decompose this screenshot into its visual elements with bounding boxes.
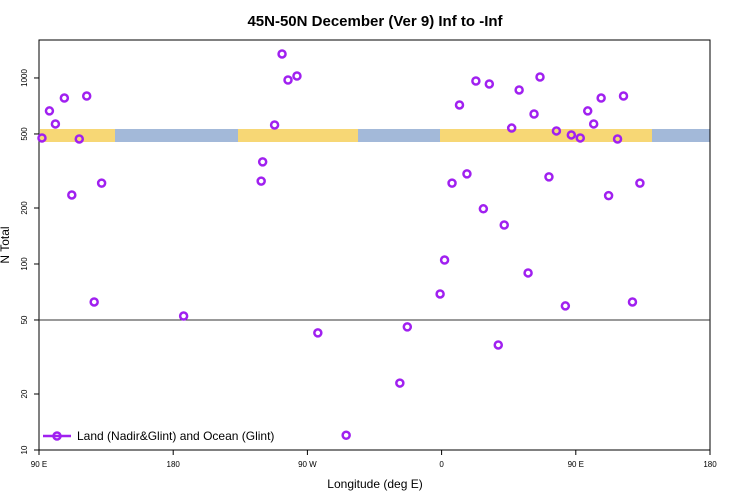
x-tick-label: 90 W [298,460,317,469]
point [566,130,577,140]
point [283,75,293,85]
chart-title: 45N-50N December (Ver 9) Inf to -Inf [247,13,503,30]
point [618,91,629,101]
point [544,172,554,182]
y-axis-label: N Total [0,226,12,263]
y-tick-label: 100 [20,257,29,271]
point [74,134,85,144]
x-tick-label: 90 E [568,460,584,469]
legend-marker [52,431,62,441]
point [257,157,268,167]
y-tick-label: 500 [20,127,29,141]
point [67,190,77,200]
point [89,297,99,307]
x-tick-label: 180 [703,460,717,469]
point [478,204,489,214]
land-strip [440,129,652,142]
point [96,178,107,188]
y-tick-label: 50 [20,315,29,324]
point [514,85,524,95]
point [269,120,280,130]
point [484,79,495,89]
point [627,297,638,307]
x-tick-label: 0 [439,460,444,469]
point [462,169,472,179]
plot-frame [38,39,711,451]
point [395,378,405,388]
point [612,134,623,144]
point [560,301,571,311]
y-tick-label: 1000 [20,69,29,87]
point [499,220,509,230]
point [447,178,457,188]
x-tick-label: 180 [167,460,181,469]
x-axis-label: Longitude (deg E) [327,477,422,491]
point [59,93,70,103]
point [37,133,47,143]
point [178,311,189,321]
point [603,190,614,201]
point [44,106,55,116]
point [277,49,287,59]
y-tick-label: 10 [20,445,29,454]
point [523,268,533,278]
land-strip [238,129,358,142]
point [551,126,562,136]
point [471,76,481,86]
point [292,71,302,81]
point [435,289,445,299]
point [454,100,465,110]
point [582,106,593,116]
point [506,123,517,133]
map-strip [40,129,710,142]
y-tick-label: 200 [20,201,29,215]
point [493,340,504,350]
point [402,322,413,332]
point [256,176,266,186]
point [596,93,606,103]
point [341,430,351,441]
point [439,255,450,265]
point [529,109,539,119]
point [588,119,599,129]
point [575,133,586,143]
x-tick-label: 90 E [31,460,47,469]
point [313,328,323,338]
point [50,119,61,129]
point [81,91,92,101]
point [535,72,545,82]
point [635,178,645,188]
y-tick-label: 20 [20,389,29,398]
legend-label: Land (Nadir&Glint) and Ocean (Glint) [77,429,274,443]
